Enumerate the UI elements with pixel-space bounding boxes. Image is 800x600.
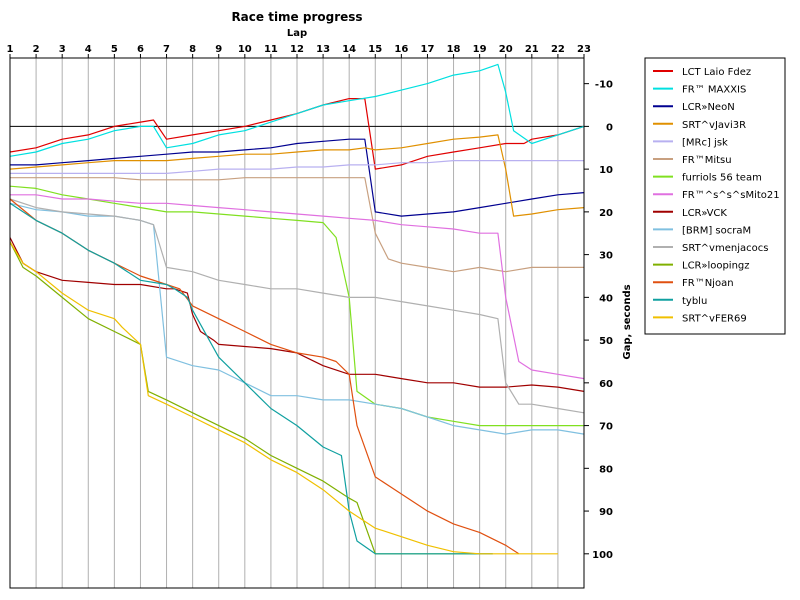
y-tick-label: 40: [599, 293, 613, 304]
y-tick-label: 90: [599, 507, 613, 518]
legend-entry: [MRc] jsk: [682, 137, 728, 148]
x-tick-label: 1: [7, 44, 14, 55]
chart-title: Race time progress: [231, 10, 362, 24]
series-line-9: [9, 237, 585, 392]
x-tick-label: 7: [163, 44, 170, 55]
x-tick-label: 4: [85, 44, 92, 55]
series-line-7: [9, 185, 584, 427]
y-tick-label: 20: [599, 208, 613, 219]
x-tick-label: 23: [577, 44, 591, 55]
legend-entry: SRT^vJavi3R: [682, 120, 746, 131]
series-line-14: [9, 202, 493, 555]
series-line-11: [9, 198, 585, 414]
x-tick-label: 5: [111, 44, 118, 55]
legend-entry: LCR»loopingz: [682, 261, 750, 272]
x-tick-label: 9: [215, 44, 222, 55]
x-tick-label: 11: [264, 44, 278, 55]
legend-frame: [644, 57, 786, 335]
series-line-2: [9, 63, 585, 157]
axes: [9, 57, 585, 589]
x-tick-label: 19: [473, 44, 487, 55]
y-tick-label: -10: [595, 80, 613, 91]
x-tick-label: 6: [137, 44, 144, 55]
series-lines: [9, 63, 585, 555]
x-tick-label: 2: [33, 44, 40, 55]
series-line-3: [10, 138, 585, 217]
x-axis-label: Lap: [287, 28, 307, 39]
x-tick-label: 12: [290, 44, 304, 55]
y-axis-label: Gap, seconds: [622, 284, 633, 359]
legend-entry: SRT^vmenjacocs: [682, 243, 768, 254]
legend-entry: [BRM] socraM: [682, 225, 751, 236]
x-tick-label: 18: [447, 44, 461, 55]
x-tick-labels: 1 2 3 4 5 6 7 8 9 10 11 12 13 14 15 16 17 18 19 20 21 22 23: [7, 44, 591, 55]
series-line-5: [10, 160, 584, 174]
legend-entry: SRT^vFER69: [682, 313, 747, 324]
grid: [9, 54, 589, 588]
legend-entry: LCR»VCK: [682, 208, 727, 219]
x-tick-label: 8: [189, 44, 196, 55]
legend: LCT Laio Fdez FR™ MAXXIS LCR»NeoN SRT^vJavi…: [644, 57, 786, 335]
x-tick-label: 22: [551, 44, 565, 55]
y-tick-label: 80: [599, 464, 613, 475]
plot-frame: [9, 57, 585, 589]
series-line-4: [9, 134, 585, 217]
x-tick-label: 15: [368, 44, 382, 55]
y-tick-label: 60: [599, 379, 613, 390]
x-tick-label: 10: [238, 44, 252, 55]
y-tick-label: 30: [599, 251, 613, 262]
series-line-8: [10, 194, 585, 380]
y-tick-label: 70: [599, 422, 613, 433]
legend-entry: FR™Njoan: [682, 278, 734, 289]
series-line-6: [10, 177, 584, 273]
x-tick-label: 14: [342, 44, 356, 55]
x-tick-label: 20: [499, 44, 513, 55]
series-line-15: [9, 241, 558, 555]
x-tick-label: 3: [59, 44, 66, 55]
x-tick-label: 17: [420, 44, 434, 55]
x-tick-label: 13: [316, 44, 330, 55]
legend-entry: FR™ MAXXIS: [682, 85, 746, 96]
x-tick-label: 21: [525, 44, 539, 55]
legend-entry: furriols 56 team: [682, 173, 762, 184]
legend-entry: LCR»NeoN: [682, 102, 735, 113]
series-line-13: [9, 198, 520, 555]
y-tick-label: 0: [606, 122, 613, 133]
legend-entry: LCT Laio Fdez: [682, 67, 751, 78]
x-tick-label: 16: [394, 44, 408, 55]
y-tick-label: 100: [592, 550, 613, 561]
y-tick-label: 10: [599, 165, 613, 176]
legend-entry: tyblu: [682, 296, 707, 307]
y-tick-label: 50: [599, 336, 613, 347]
y-tick-labels: -10 0 10 20 30 40 50 60 70 80 90 100: [592, 80, 613, 561]
legend-entry: FR™^s^s^sMito21: [682, 190, 780, 201]
legend-entry: FR™Mitsu: [682, 155, 732, 166]
